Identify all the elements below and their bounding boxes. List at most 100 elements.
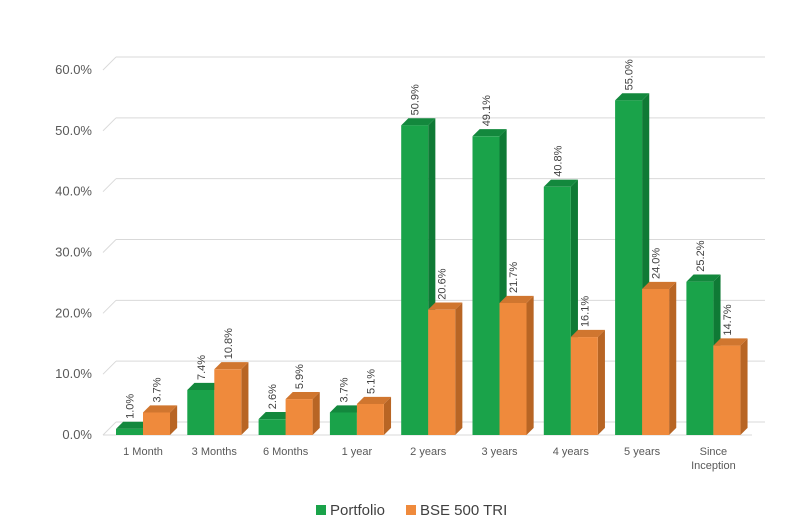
bar-side (597, 329, 605, 435)
x-tick-label: 3 Months (192, 446, 238, 458)
bar-top (713, 338, 748, 346)
bar-front (258, 419, 286, 435)
bar (428, 302, 463, 435)
bar-side (170, 405, 178, 435)
bar (642, 281, 677, 435)
bar (713, 338, 748, 435)
data-label: 49.1% (481, 95, 493, 126)
bar-side (740, 338, 748, 435)
bar (356, 396, 392, 435)
bar-top (187, 382, 222, 390)
bar-front (570, 337, 598, 435)
bar-side (455, 302, 463, 435)
data-label: 16.1% (579, 296, 591, 327)
bar (143, 405, 178, 435)
data-label: 25.2% (695, 240, 707, 271)
bar-top (642, 281, 677, 289)
bar-top (285, 391, 320, 400)
bar-top (356, 396, 392, 404)
y-axis-ticks: 0.0% 10.0% 20.0% 30.0% 40.0% 50.0% 60.0% (55, 62, 92, 442)
y-tick-label: 0.0% (62, 427, 92, 442)
bar-front (116, 428, 143, 435)
bar-side (526, 295, 534, 435)
bar (499, 295, 534, 435)
gridline-diag (102, 299, 117, 314)
bar (570, 329, 605, 435)
data-label: 40.8% (552, 145, 564, 176)
bar-top (401, 118, 436, 126)
legend-label-portfolio: Portfolio (330, 502, 385, 519)
gridline-diag (102, 56, 117, 71)
bar-top (116, 421, 151, 429)
gridline-diag (102, 360, 117, 375)
gridline-diag (102, 178, 117, 193)
x-tick-label: 5 years (624, 446, 661, 458)
bar-top (472, 129, 507, 137)
bar-front (143, 412, 170, 435)
data-label: 2.6% (267, 384, 279, 409)
gridline-diag (102, 239, 117, 253)
data-label: 14.7% (722, 304, 734, 335)
bar-front (615, 100, 643, 436)
x-axis-categories: 1 Month 3 Months 6 Months 1 year 2 years 3 ye… (123, 446, 736, 472)
y-tick-label: 20.0% (55, 305, 92, 320)
data-label: 55.0% (624, 59, 636, 90)
bar-top (615, 93, 650, 101)
data-label: 10.8% (223, 328, 235, 359)
y-tick-label: 60.0% (55, 62, 92, 77)
data-label: 24.0% (651, 248, 663, 279)
bar-top (258, 412, 293, 420)
bar-top (543, 179, 578, 187)
data-labels: 1.0% 3.7% 7.4% 10.8% 2.6% 5.9% 3.7% 5.1% 50.9% 20… (125, 59, 734, 419)
x-tick-label: Since Inception (691, 446, 736, 472)
bar-side (312, 391, 320, 435)
bar-front (428, 309, 456, 435)
y-tick-label: 40.0% (55, 184, 92, 199)
x-tick-label: 1 Month (123, 446, 163, 458)
bar-side (241, 362, 249, 435)
legend-swatch-portfolio (316, 505, 326, 515)
legend-swatch-bse500tri (406, 505, 416, 515)
bar-front (329, 412, 357, 435)
legend-label-bse500tri: BSE 500 TRI (420, 502, 507, 519)
bar-front (285, 399, 313, 435)
data-label: 5.9% (294, 364, 306, 389)
y-tick-label: 30.0% (55, 245, 92, 260)
data-label: 7.4% (196, 355, 208, 380)
bar-top (499, 295, 534, 303)
data-label: 3.7% (338, 377, 350, 402)
bar-front (472, 136, 500, 435)
bar-front (713, 345, 741, 435)
data-label: 1.0% (125, 394, 137, 419)
gridline-diag (102, 117, 117, 132)
gridline-diag (102, 421, 117, 436)
data-label: 5.1% (365, 369, 377, 394)
bar-front (543, 186, 571, 435)
bar (214, 362, 249, 435)
bar-top (329, 405, 365, 413)
bar-top (686, 274, 721, 282)
data-label: 20.6% (437, 268, 449, 299)
y-tick-label: 10.0% (55, 366, 92, 381)
legend: Portfolio BSE 500 TRI (316, 502, 507, 519)
bar-side (669, 281, 677, 435)
bar-front (187, 389, 215, 435)
bar-top (214, 362, 249, 370)
bar-front (499, 302, 527, 435)
x-tick-label: 1 year (342, 446, 373, 458)
x-tick-label: 2 years (410, 446, 447, 458)
bar-front (356, 403, 384, 435)
bar (285, 391, 320, 435)
bar-front (686, 281, 714, 435)
y-tick-label: 50.0% (55, 123, 92, 138)
bar-top (570, 329, 605, 338)
x-tick-label: 3 years (481, 446, 518, 458)
bar-front (214, 369, 242, 435)
bar-top (428, 302, 463, 310)
x-tick-label: 4 years (553, 446, 590, 458)
data-label: 50.9% (410, 84, 422, 115)
data-label: 21.7% (508, 262, 520, 293)
bar-side (383, 396, 392, 435)
